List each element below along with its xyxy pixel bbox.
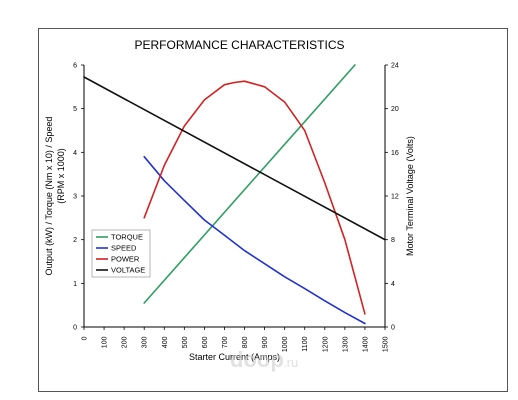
x-tick-label: 700 (222, 336, 229, 348)
legend-label-speed: SPEED (111, 244, 137, 253)
y-left-tick-label: 1 (73, 281, 77, 288)
chart-title: PERFORMANCE CHARACTERISTICS (134, 38, 344, 52)
y-left-tick-label: 6 (73, 63, 77, 70)
legend-label-voltage: VOLTAGE (111, 266, 145, 275)
plot-background (84, 65, 385, 327)
legend: TORQUE SPEED POWER VOLTAGE (91, 229, 151, 278)
y-left-tick-label: 0 (73, 325, 77, 332)
x-tick-label: 1400 (362, 336, 369, 352)
x-tick-label: 400 (162, 336, 169, 348)
x-tick-label: 100 (102, 336, 109, 348)
y-left-tick-label: 5 (73, 106, 77, 113)
watermark: doop .ru (230, 347, 298, 372)
series-line-voltage (83, 76, 386, 241)
x-tick-label: 900 (262, 336, 269, 348)
series-line-torque (143, 64, 356, 304)
series-layer (83, 64, 386, 325)
x-tick-label: 1300 (342, 336, 349, 352)
legend-box (91, 229, 151, 278)
y-right-tick-label: 8 (391, 237, 395, 244)
x-tick-label: 600 (202, 336, 209, 348)
ticks-layer: 0 100 200 300 400 500 600 700 800 900 1000 1100 1200… (73, 63, 399, 353)
y-left-tick-label: 4 (73, 150, 77, 157)
watermark-text: doop (230, 347, 284, 372)
x-tick-label: 300 (142, 336, 149, 348)
watermark-suffix: .ru (283, 355, 298, 370)
x-tick-label: 200 (122, 336, 129, 348)
x-tick-label: 1200 (322, 336, 329, 352)
plot-area (84, 65, 385, 327)
legend-label-torque: TORQUE (111, 233, 143, 242)
y-left-tick-label: 2 (73, 237, 77, 244)
y-axis-right-label: Motor Terminal Voltage (Volts) (405, 136, 415, 256)
x-tick-label: 1100 (302, 336, 309, 351)
y-right-tick-label: 12 (391, 194, 399, 201)
x-axis-label: Starter Current (Amps) (189, 352, 280, 362)
x-tick-label: 1500 (383, 336, 390, 352)
y-right-tick-label: 4 (391, 281, 395, 288)
y-right-tick-label: 20 (391, 106, 399, 113)
y-axis-left-label-line2: (RPM x 1000) (56, 148, 66, 204)
y-left-tick-label: 3 (73, 194, 77, 201)
legend-label-power: POWER (111, 255, 140, 264)
x-tick-label: 0 (82, 336, 89, 340)
y-right-tick-label: 24 (391, 63, 399, 70)
x-tick-label: 500 (182, 336, 189, 348)
x-tick-label: 1000 (282, 336, 289, 352)
y-right-tick-label: 0 (391, 325, 395, 332)
y-right-tick-label: 16 (391, 150, 399, 157)
series-line-power (143, 80, 366, 315)
x-tick-label: 800 (242, 336, 249, 348)
series-line-speed (143, 155, 366, 325)
y-axis-left-label-line1: Output (kW) / Torque (Nm x 10) / Speed (44, 117, 54, 276)
